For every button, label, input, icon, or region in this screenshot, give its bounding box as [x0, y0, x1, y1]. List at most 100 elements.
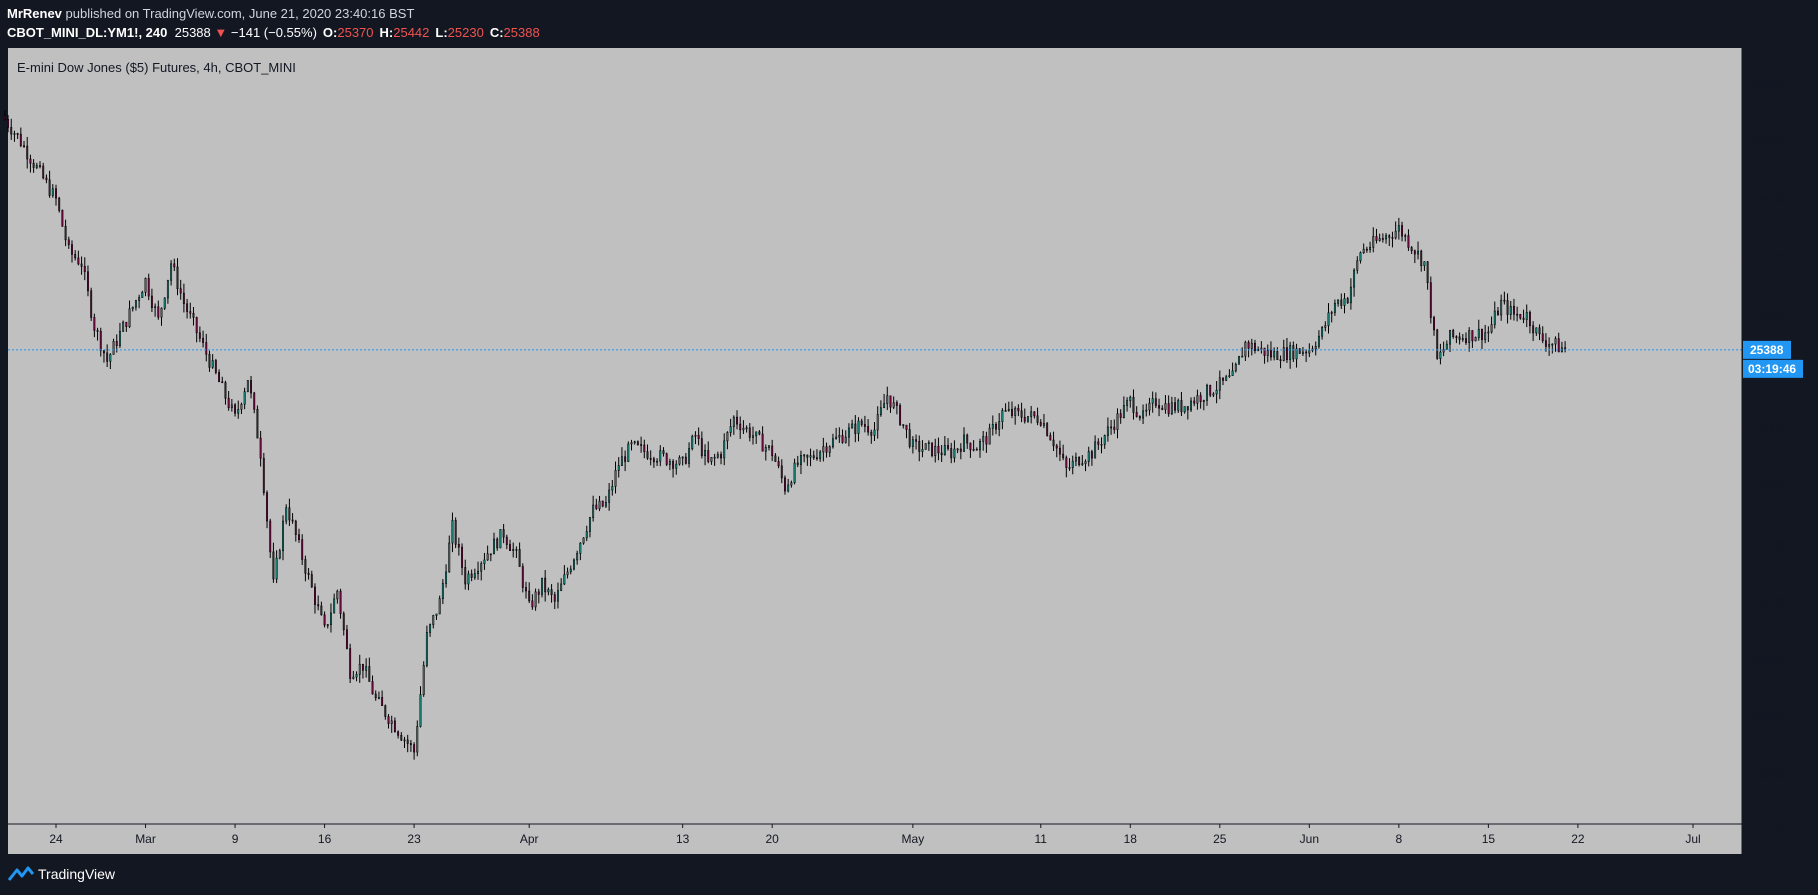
candle-body	[624, 456, 627, 462]
candle-body	[601, 500, 604, 507]
candle-body	[381, 697, 384, 707]
candle-body	[195, 317, 198, 334]
candle-body	[598, 500, 601, 509]
candle-body	[170, 263, 173, 281]
candle-body	[445, 571, 448, 584]
candle-body	[796, 462, 799, 465]
y-tick-label: 20000	[1752, 653, 1786, 667]
candle-body	[873, 429, 876, 436]
candle-body	[1327, 312, 1330, 326]
candle-body	[649, 458, 652, 460]
candle-body	[1132, 396, 1135, 413]
candle-body	[764, 447, 767, 452]
candle-body	[496, 538, 499, 549]
candle-body	[755, 431, 758, 437]
candle-body	[250, 380, 252, 394]
candle-body	[182, 292, 185, 305]
candle-body	[1068, 467, 1071, 469]
candle-body	[870, 431, 873, 436]
candle-body	[163, 297, 166, 309]
candle-body	[1330, 312, 1333, 314]
candle-body	[237, 409, 240, 414]
candle-body	[1030, 411, 1033, 417]
y-axis[interactable]: 17000 18000 19000 20000 21000 22000 23000 24000…	[1742, 78, 1786, 839]
candle-body	[924, 443, 927, 450]
candle-body	[454, 520, 457, 545]
candle-body	[534, 591, 537, 608]
candle-body	[943, 445, 946, 456]
candle-body	[377, 697, 380, 699]
candle-body	[1314, 345, 1317, 350]
candle-body	[889, 395, 892, 408]
tradingview-logo-icon[interactable]	[8, 865, 34, 883]
candle-body	[1481, 328, 1483, 340]
candle-body	[630, 442, 633, 445]
candle-body	[950, 448, 953, 459]
low-value: 25230	[447, 25, 484, 40]
candle-body	[1202, 399, 1205, 402]
symbol-name[interactable]: CBOT_MINI_DL:YM1!, 240	[7, 25, 168, 40]
candle-body	[115, 341, 118, 346]
candle-body	[1471, 330, 1474, 342]
candle-body	[1065, 457, 1068, 468]
candle-body	[579, 542, 582, 554]
candle-body	[953, 448, 956, 459]
candle-body	[1346, 298, 1349, 304]
candle-body	[704, 450, 707, 457]
candle-body	[1084, 461, 1087, 464]
candle-body	[1381, 238, 1384, 240]
candle-body	[336, 590, 339, 600]
candle-body	[1279, 359, 1282, 362]
candle-body	[1333, 303, 1336, 313]
candle-body	[956, 448, 959, 451]
candle-body	[1468, 330, 1471, 343]
y-tick-label: 17000	[1752, 825, 1786, 839]
price-chart[interactable]: E-mini Dow Jones ($5) Futures, 4h, CBOT_…	[0, 48, 1818, 854]
candle-body	[847, 427, 850, 438]
candle-body	[1090, 451, 1093, 459]
candle-body	[1500, 299, 1503, 316]
candle-body	[1452, 329, 1455, 337]
candle-body	[400, 734, 403, 741]
candle-body	[173, 263, 176, 268]
y-tick-label: 29000	[1752, 135, 1786, 149]
candle-body	[604, 502, 607, 507]
candle-body	[253, 392, 256, 410]
candle-body	[99, 330, 102, 352]
candle-body	[1519, 313, 1522, 319]
candle-body	[1017, 407, 1020, 412]
author-name[interactable]: MrRenev	[7, 6, 62, 21]
candle-body	[812, 455, 815, 459]
candle-body	[291, 519, 294, 522]
candle-body	[147, 278, 150, 297]
candle-body	[947, 445, 949, 449]
candle-body	[1122, 405, 1125, 418]
candle-body	[1218, 377, 1221, 391]
candle-body	[227, 397, 230, 409]
candle-body	[1343, 298, 1346, 306]
candle-body	[483, 559, 486, 564]
candle-body	[141, 292, 144, 298]
candle-body	[301, 539, 304, 560]
candle-body	[867, 426, 870, 433]
candle-body	[1142, 410, 1145, 419]
candle-body	[1244, 341, 1247, 357]
candle-body	[1011, 408, 1013, 416]
candle-body	[102, 350, 105, 354]
candle-body	[1266, 350, 1269, 356]
x-axis[interactable]: 24 Mar 9 16 23 Apr 13 20 May 11 18 25 Jun 8 15 22 Jul	[49, 824, 1701, 846]
candle-body	[899, 405, 902, 425]
candle-body	[1548, 344, 1551, 347]
candle-body	[1442, 349, 1445, 353]
candle-body	[1497, 310, 1499, 316]
candle-body	[1158, 405, 1161, 409]
candle-body	[1512, 305, 1515, 315]
candle-body	[26, 145, 29, 160]
tradingview-brand[interactable]: TradingView	[38, 866, 116, 882]
candle-body	[1250, 342, 1253, 349]
candle-body	[1544, 340, 1547, 347]
candle-body	[1407, 235, 1410, 248]
candle-body	[1180, 400, 1183, 413]
candle-body	[1423, 261, 1426, 267]
y-tick-label: 28000	[1752, 193, 1786, 207]
